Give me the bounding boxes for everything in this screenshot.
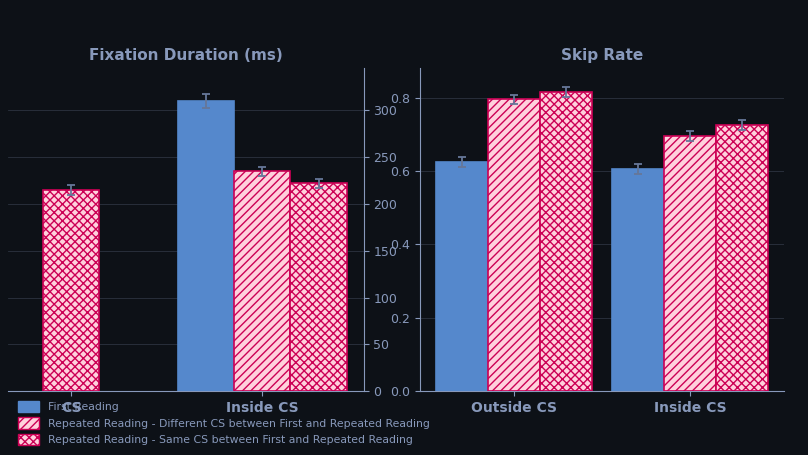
Bar (234, 171, 290, 391)
Bar (43, 190, 99, 391)
Bar (540, 92, 591, 391)
Bar (664, 136, 716, 391)
Bar (290, 183, 347, 391)
Bar (488, 100, 540, 391)
Title: Skip Rate: Skip Rate (561, 48, 643, 63)
Bar (436, 162, 488, 391)
Bar (178, 101, 234, 391)
Legend: First Reading, Repeated Reading - Different CS between First and Repeated Readin: First Reading, Repeated Reading - Differ… (14, 396, 435, 450)
Bar (716, 125, 768, 391)
Bar (612, 169, 664, 391)
Title: Fixation Duration (ms): Fixation Duration (ms) (89, 48, 283, 63)
